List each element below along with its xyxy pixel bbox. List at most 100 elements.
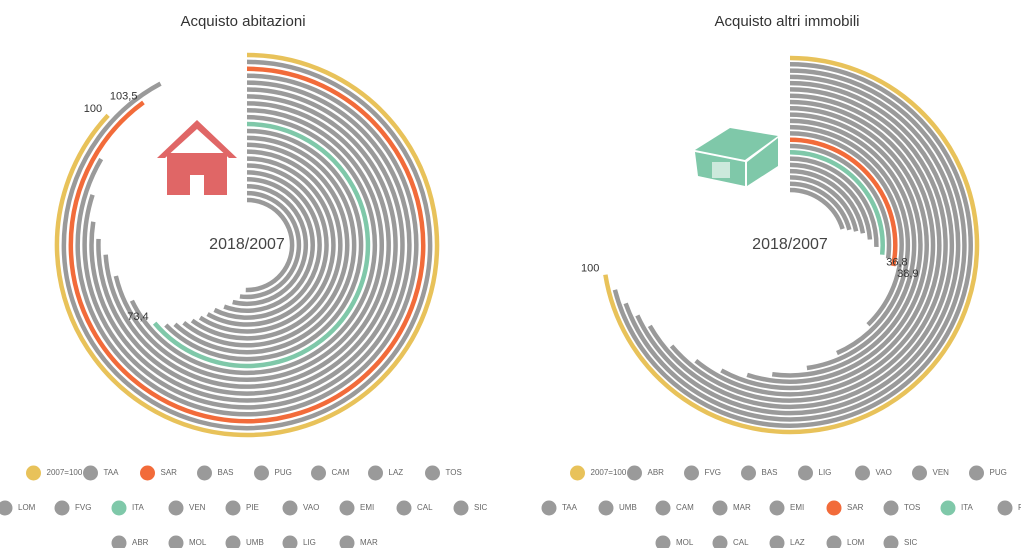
legend-swatch <box>655 500 671 516</box>
legend-label: 2007=100 <box>591 468 627 477</box>
legend-swatch <box>798 465 813 481</box>
legend-label: PIE <box>246 503 259 512</box>
legend-label: SAR <box>847 503 864 512</box>
ring-bar <box>68 66 426 424</box>
legend-label: PUG <box>990 468 1007 477</box>
legend-swatch <box>826 500 842 516</box>
ring-bar <box>789 143 892 259</box>
ring-bar <box>635 74 961 416</box>
legend-swatch <box>396 500 412 516</box>
legend-swatch <box>197 465 212 481</box>
legend-label: SAR <box>161 468 178 477</box>
chart-title: Acquisto abitazioni <box>180 13 305 30</box>
legend-swatch <box>168 535 184 548</box>
ring-bar <box>789 137 898 267</box>
legend-swatch <box>54 500 70 516</box>
ring-bar <box>206 163 329 327</box>
ring-bar <box>223 177 315 313</box>
legend-label: ABR <box>648 468 665 477</box>
legend-swatch <box>655 535 671 548</box>
legend-swatch <box>225 500 241 516</box>
ring-bar <box>164 128 364 362</box>
ring-bar <box>113 107 385 383</box>
legend-label: BAS <box>762 468 778 477</box>
ring-bar <box>190 149 343 341</box>
legend-swatch <box>168 500 184 516</box>
legend-label: CAL <box>417 503 433 512</box>
value-label: 73,4 <box>127 311 148 323</box>
ring-bar <box>623 68 967 422</box>
legend-label: TAA <box>562 503 578 512</box>
legend-label: LAZ <box>790 538 805 547</box>
legend-label: LIG <box>819 468 832 477</box>
center-label: 2018/2007 <box>752 236 828 253</box>
legend-label: MAR <box>733 503 751 512</box>
value-label: 36,8 <box>886 257 907 269</box>
legend-swatch <box>339 500 355 516</box>
legend-label: UMB <box>619 503 637 512</box>
ring-bar <box>789 124 911 356</box>
ring-bar <box>789 156 879 248</box>
legend-swatch <box>0 500 13 516</box>
legend-swatch <box>425 465 440 481</box>
ring-bar <box>746 106 929 384</box>
legend-label: BAS <box>218 468 234 477</box>
legend-label: CAL <box>733 538 749 547</box>
legend-swatch <box>111 500 127 516</box>
value-label: 38,9 <box>897 268 918 280</box>
legend-label: SIC <box>904 538 918 547</box>
ring-bar <box>720 99 936 391</box>
legend-label: VAO <box>303 503 319 512</box>
chart-title: Acquisto altri immobili <box>714 13 859 30</box>
ring-bar <box>96 94 398 396</box>
legend-label: ABR <box>132 538 149 547</box>
legend-swatch <box>282 500 298 516</box>
ring-bar <box>789 181 852 231</box>
ring-bar <box>789 150 885 255</box>
legend-label: MAR <box>360 538 378 547</box>
ring-bar <box>603 55 980 435</box>
legend-swatch <box>855 465 870 481</box>
legend-swatch <box>339 535 355 548</box>
legend-swatch <box>453 500 469 516</box>
ring-bar <box>612 62 973 428</box>
ring-bar <box>213 170 322 320</box>
ring-bar <box>789 175 859 232</box>
center-label: 2018/2007 <box>209 236 285 253</box>
ring-bar <box>75 73 419 417</box>
legend-label: TOS <box>446 468 462 477</box>
legend-swatch <box>883 500 899 516</box>
legend-label: LOM <box>847 538 865 547</box>
legend-swatch <box>769 500 785 516</box>
legend-label: VEN <box>933 468 950 477</box>
legend-label: FVG <box>75 503 91 512</box>
legend-label: LOM <box>18 503 36 512</box>
ring-bar <box>789 118 917 371</box>
ring-bar <box>694 93 942 397</box>
ring-bar <box>771 112 923 378</box>
legend-swatch <box>883 535 899 548</box>
legend-label: TOS <box>904 503 920 512</box>
legend-swatch <box>598 500 614 516</box>
value-label: 103,5 <box>110 90 138 102</box>
ring-bar <box>54 52 440 438</box>
legend-label: SIC <box>474 503 488 512</box>
legend-swatch <box>570 465 585 481</box>
legend-swatch <box>712 500 728 516</box>
ring-bar <box>173 135 357 355</box>
house-icon <box>157 120 237 195</box>
legend-label: 2007=100 <box>47 468 83 477</box>
legend-swatch <box>282 535 298 548</box>
legend-label: VAO <box>876 468 892 477</box>
legend-swatch <box>969 465 984 481</box>
ring-bar <box>198 156 336 334</box>
value-label: 100 <box>84 103 102 115</box>
ring-bar <box>789 187 845 230</box>
ring-bar <box>232 183 309 307</box>
legend-swatch <box>826 535 842 548</box>
ring-bar <box>89 87 405 403</box>
legend-swatch <box>254 465 269 481</box>
value-label: 100 <box>581 263 599 275</box>
legend-label: LIG <box>303 538 316 547</box>
ring-bar <box>103 101 391 389</box>
